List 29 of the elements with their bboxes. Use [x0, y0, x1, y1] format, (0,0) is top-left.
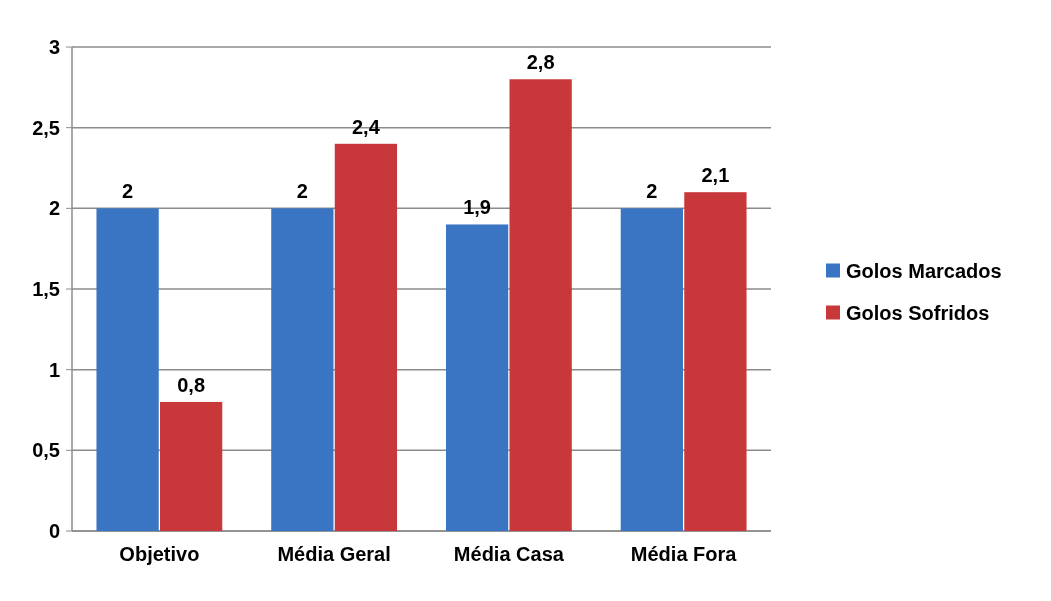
data-label: 2: [122, 180, 134, 203]
bar: [509, 79, 572, 531]
data-label: 0,8: [177, 373, 206, 396]
y-tick-label: 0: [48, 520, 60, 542]
bar: [445, 224, 509, 531]
y-tick-label: 2,5: [32, 116, 60, 139]
y-tick-label: 2: [48, 197, 60, 220]
x-tick-label: Objetivo: [119, 543, 200, 565]
x-tick-label: Média Casa: [453, 543, 565, 565]
bar: [684, 192, 747, 531]
data-label: 1,9: [463, 196, 492, 219]
y-tick-label: 1,5: [32, 278, 60, 300]
data-label: 2,4: [351, 115, 381, 138]
x-tick-label: Média Fora: [630, 543, 738, 565]
x-tick-label: Média Geral: [277, 543, 391, 565]
bar: [160, 401, 223, 531]
data-label: 2,8: [526, 51, 555, 74]
data-label: 2: [296, 180, 308, 203]
legend-label: Golos Marcados: [846, 259, 1002, 282]
data-label: 2: [646, 180, 658, 203]
y-tick-label: 3: [48, 36, 60, 58]
bar: [271, 208, 334, 531]
y-tick-label: 1: [48, 358, 60, 381]
y-tick-label: 0,5: [32, 439, 60, 462]
data-label: 2,1: [701, 164, 730, 187]
legend-label: Golos Sofridos: [846, 301, 990, 324]
bar: [96, 208, 159, 531]
bar: [620, 208, 683, 531]
bar: [334, 143, 398, 531]
